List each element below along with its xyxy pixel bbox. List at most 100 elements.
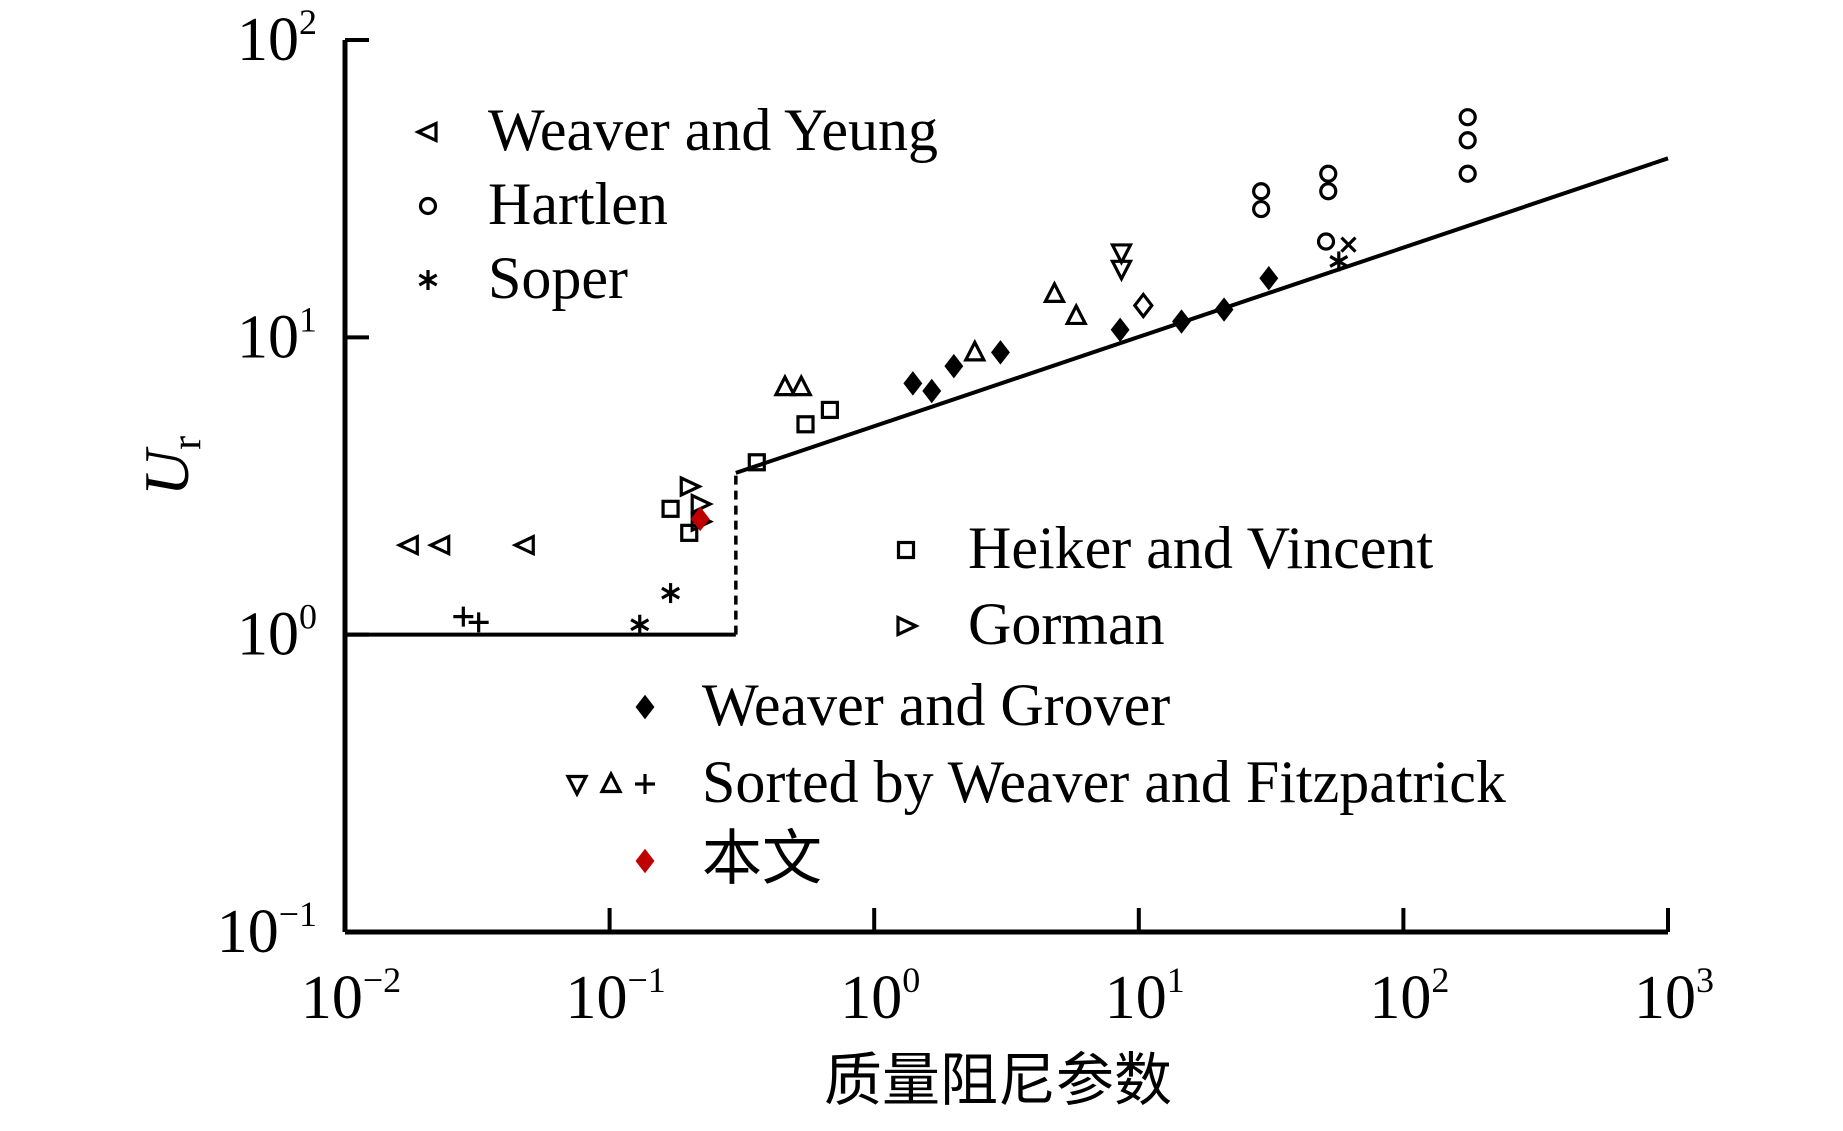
data-point [820,400,839,420]
data-point [944,353,964,379]
legend-item: Weaver and Grover [635,672,1170,738]
legend-item: Heiker and Vincent [896,515,1433,581]
marker-shape [903,371,923,396]
legend-label: 本文 [702,826,822,892]
marker-shape [565,774,589,798]
marker-shape [1110,317,1130,343]
x-tick-label: 10−1 [565,960,665,1032]
legend-label: Soper [488,245,628,311]
legend-label: Heiker and Vincent [968,515,1433,581]
x-tick-label: 100 [840,960,920,1032]
legend-marker [635,694,655,720]
marker-shape [635,694,655,720]
legend-label: Hartlen [488,171,668,237]
data-point [1042,280,1067,303]
x-axis-label: 质量阻尼参数 [824,1046,1172,1114]
marker-shape [1252,182,1271,201]
marker-shape [896,614,920,638]
legend-item: 本文 [635,826,822,892]
marker-stroke [630,618,650,632]
legend-marker [599,770,623,794]
x-tick-label: 10−2 [301,960,401,1032]
data-point [1109,259,1134,283]
marker-shape [1042,280,1067,303]
marker-shape [426,534,451,557]
marker-shape [990,340,1010,365]
legend-marker [418,270,438,290]
marker-shape [789,373,813,397]
marker-shape [1172,309,1191,334]
data-point [1252,199,1271,219]
marker-shape [395,534,419,557]
marker-shape [1132,291,1154,320]
legend: Weaver and Yeung Hartlen Soper Heiker and V… [414,97,1506,892]
marker-shape [1458,164,1477,183]
y-axis-label: Ur [131,436,210,496]
data-point [903,371,923,396]
marker-shape [1319,182,1338,201]
marker-stroke [1329,255,1349,268]
x-tick-label: 103 [1634,960,1714,1032]
y-tick-label: 101 [237,299,317,371]
legend-label: Gorman [968,591,1165,657]
legend-marker [635,848,655,874]
data-point [1172,309,1191,334]
legend-label: Sorted by Weaver and Fitzpatrick [702,749,1506,815]
data-point [1132,291,1154,320]
data-point [990,340,1010,365]
marker-shape [747,453,766,472]
x-tick-label: 102 [1369,960,1449,1032]
marker-shape [896,540,916,560]
data-point [630,614,650,635]
marker-shape [599,770,623,794]
data-point [1316,232,1336,251]
data-point [679,475,703,498]
marker-shape [1316,232,1336,251]
marker-shape [820,400,839,420]
legend-label: Weaver and Grover [702,672,1170,738]
marker-shape [1319,164,1338,183]
data-point [1064,302,1088,326]
data-point [773,373,797,397]
y-axis-label-main: U [131,446,202,496]
data-point [963,338,987,362]
marker-shape [679,475,703,498]
data-point [468,612,489,633]
marker-shape [922,378,942,404]
legend-marker [414,120,438,144]
marker-shape [944,353,964,379]
marker-shape [1458,108,1477,127]
data-point [1458,164,1477,183]
data-point [1252,182,1271,201]
data-point [789,373,813,397]
legend-marker [418,196,438,216]
marker-shape [1064,302,1088,326]
marker-stroke [661,586,681,600]
legend-label: Weaver and Yeung [488,97,938,163]
marker-shape [963,338,987,362]
y-tick-label: 100 [237,597,317,669]
data-point [1214,297,1234,322]
data-point [1319,164,1338,183]
marker-shape [773,373,797,397]
marker-shape [414,120,438,144]
data-point [1109,243,1134,266]
legend-marker [896,614,920,638]
data-point [661,583,681,604]
data-point [1458,108,1477,127]
data-point [426,534,451,557]
legend-item: Gorman [896,591,1165,657]
plot-area [345,108,1669,637]
data-point [796,415,815,434]
data-point [690,506,710,532]
data-point [1329,251,1349,272]
data-point [511,534,535,557]
threshold-line-upper [735,156,1669,475]
marker-stroke [418,273,438,287]
marker-shape [1458,131,1477,150]
marker-shape [1214,297,1234,322]
legend-item: Sorted by Weaver and Fitzpatrick [565,749,1506,815]
legend-item: Hartlen [418,171,668,237]
y-tick-label: 102 [237,2,317,74]
